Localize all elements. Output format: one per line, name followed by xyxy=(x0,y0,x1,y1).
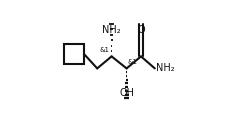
Text: &1: &1 xyxy=(127,59,138,65)
Text: NH₂: NH₂ xyxy=(102,25,121,35)
Text: &1: &1 xyxy=(100,47,110,53)
Text: OH: OH xyxy=(119,88,134,98)
Text: O: O xyxy=(137,25,145,35)
Text: NH₂: NH₂ xyxy=(156,63,174,73)
